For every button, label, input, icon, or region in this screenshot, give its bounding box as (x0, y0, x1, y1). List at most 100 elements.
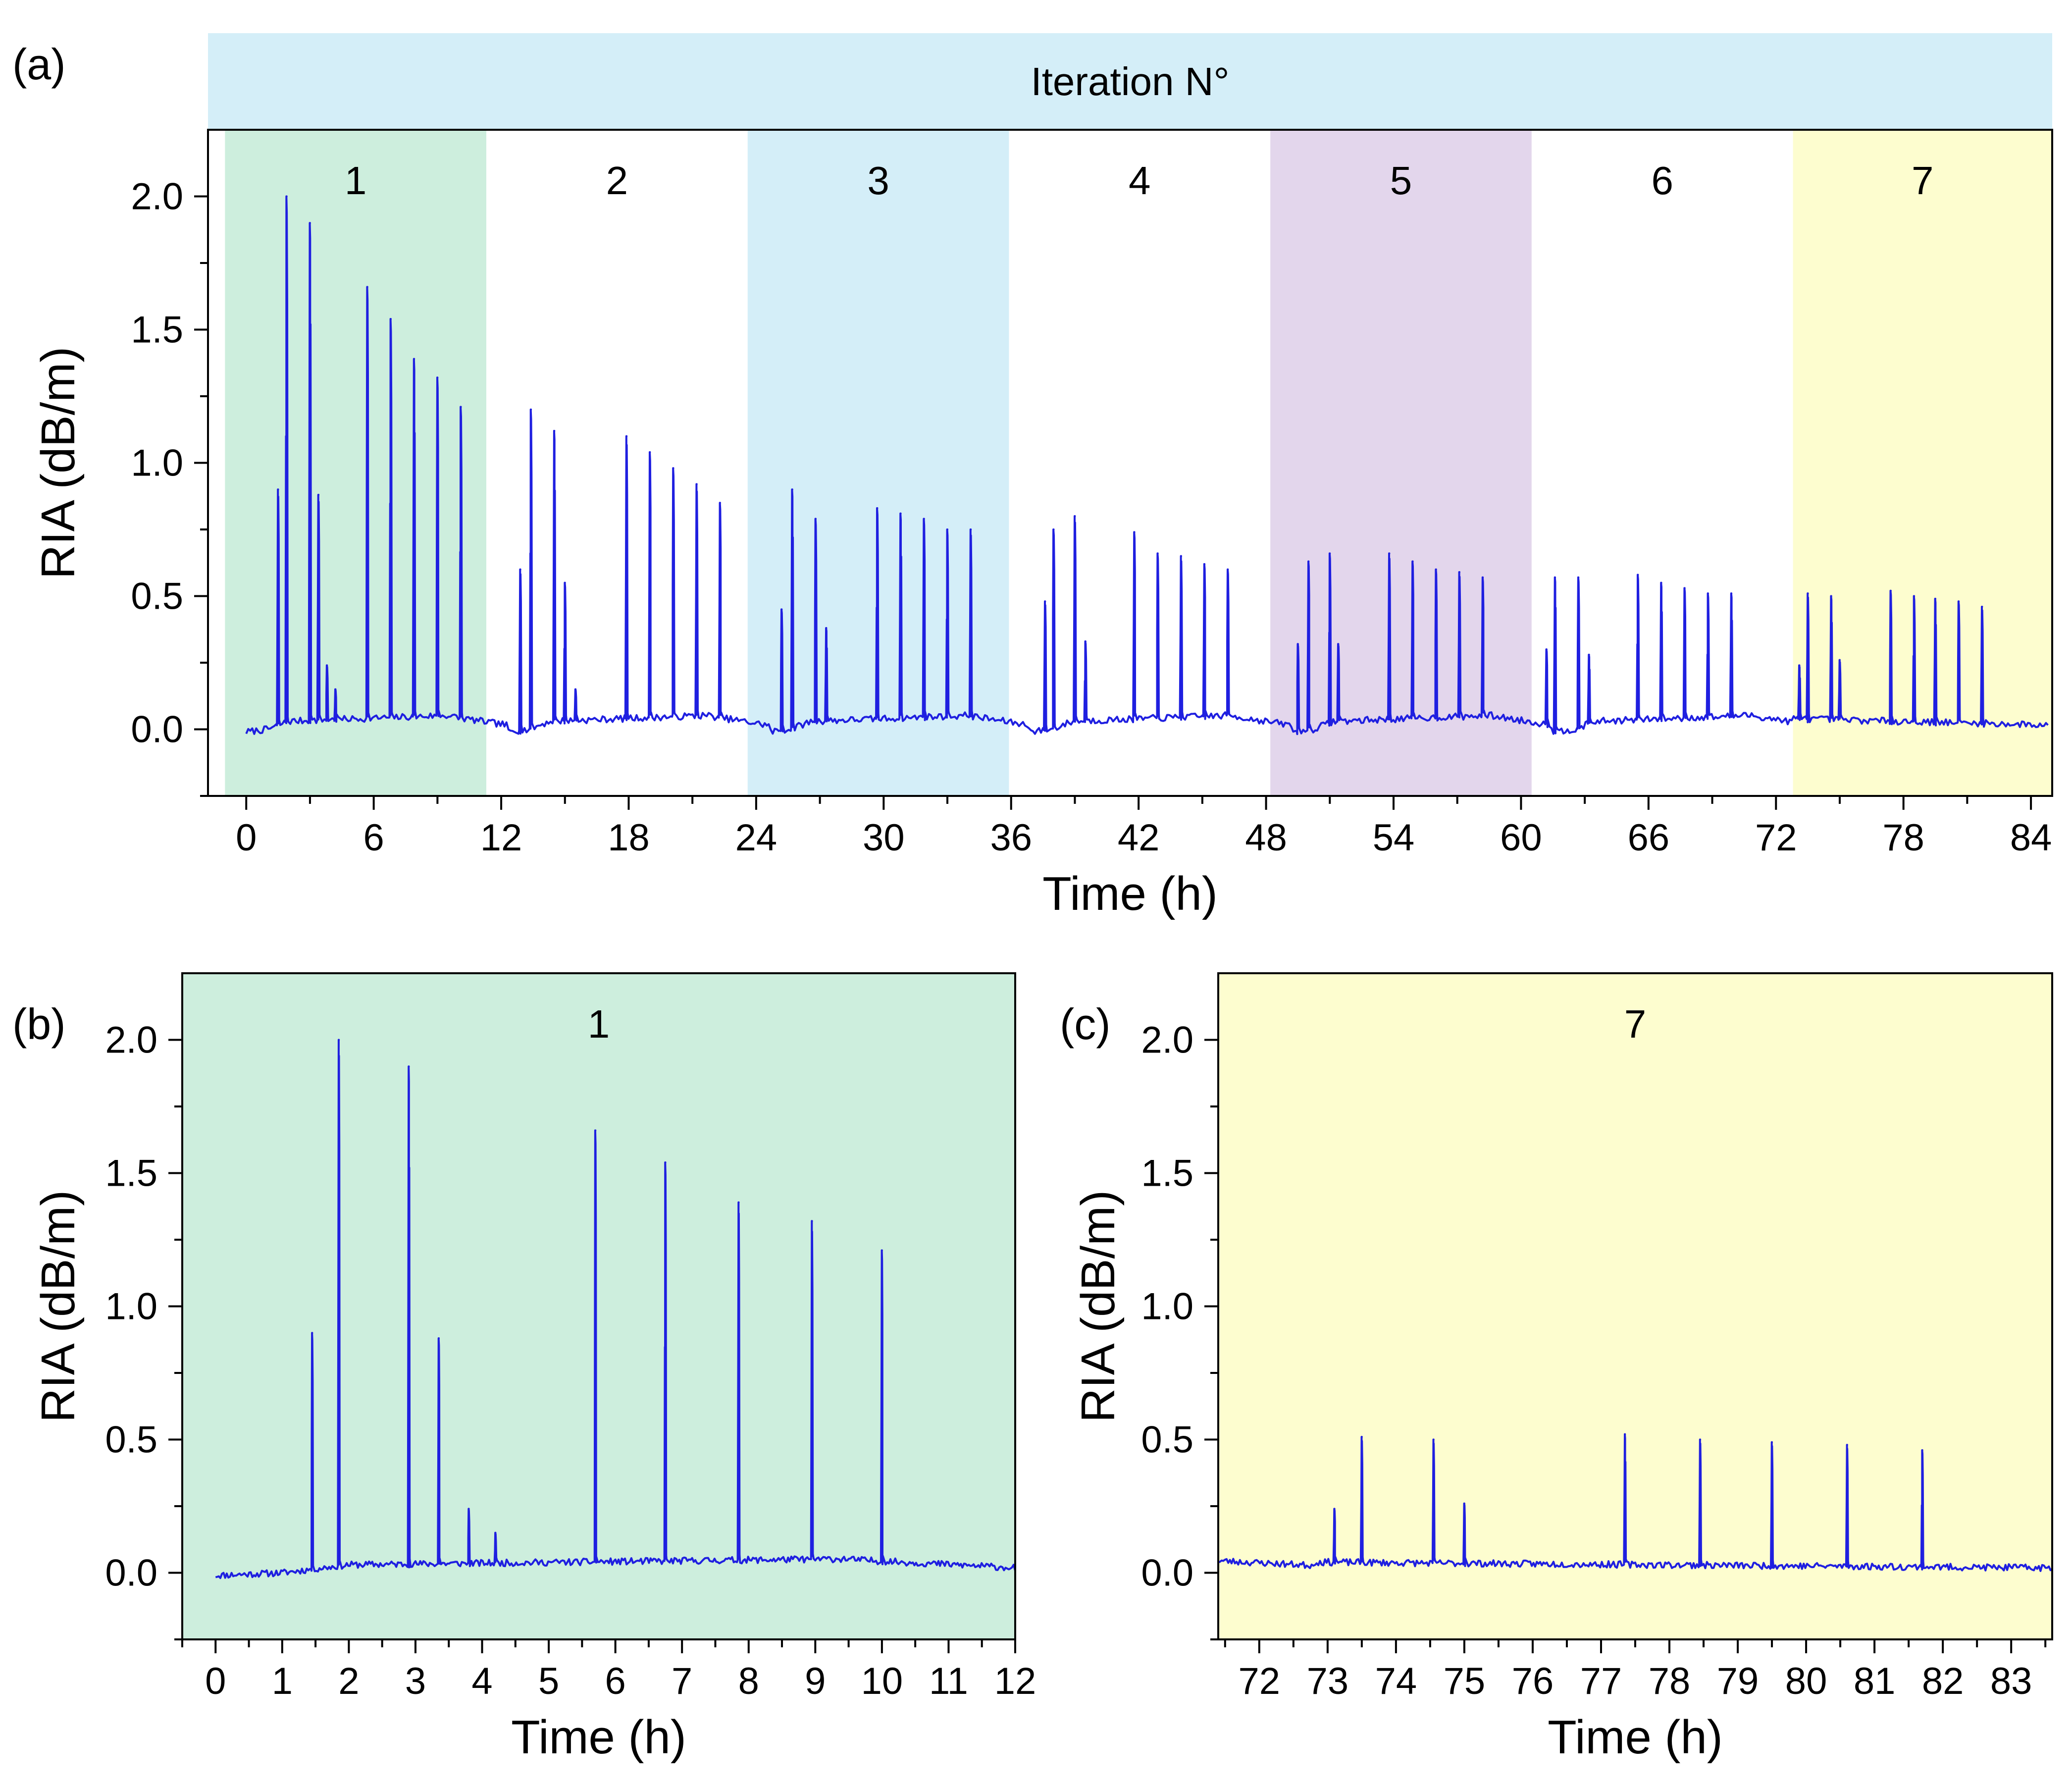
x-axis-title: Time (h) (1548, 1711, 1723, 1764)
ria-peak-point (1707, 592, 1709, 595)
x-tick-label: 73 (1307, 1660, 1349, 1702)
ria-peak-point (970, 528, 972, 530)
ria-peak-point (1156, 552, 1159, 555)
ria-peak-point (1934, 597, 1937, 600)
x-tick-label: 1 (272, 1660, 293, 1702)
y-tick-label: 0.0 (1141, 1552, 1193, 1594)
x-tick-label: 24 (735, 817, 777, 859)
ria-peak-point (366, 286, 368, 288)
iteration-band (182, 973, 1015, 1639)
iteration-label: 1 (588, 1002, 610, 1046)
ria-peak-point (899, 512, 902, 515)
iteration-header-bar (208, 33, 2052, 130)
ria-peak-point (719, 502, 721, 504)
ria-peak-point (811, 1220, 813, 1222)
ria-peak-point (1052, 528, 1055, 530)
ria-peak-point (625, 435, 628, 437)
ria-peak-point (1458, 571, 1460, 574)
chart-panel-c: 7 0.0 0.5 1.0 1.5 2.0 72 73 74 75 76 77 78 79 80 81 82 83… (1060, 972, 2053, 1764)
iteration-label-6: 6 (1651, 158, 1673, 203)
x-tick-label: 72 (1239, 1660, 1281, 1702)
ria-peak-point (1588, 653, 1590, 656)
iteration-label-3: 3 (867, 158, 889, 203)
ria-peak-point (946, 528, 949, 530)
ria-peak-point (1435, 568, 1437, 571)
ria-peak-point (389, 317, 392, 320)
x-tick-label: 18 (608, 817, 650, 859)
ria-peak-point (1180, 555, 1182, 557)
iteration-label: 7 (1624, 1002, 1647, 1046)
x-tick-label: 10 (861, 1660, 903, 1702)
iteration-label-7: 7 (1912, 158, 1934, 203)
ria-peak-point (1360, 1436, 1363, 1438)
ria-peak-point (1771, 1441, 1773, 1443)
ria-peak-point (923, 518, 925, 520)
ria-peak-point (1296, 643, 1299, 645)
ria-peak-point (1577, 576, 1580, 578)
ria-peak-point (881, 1249, 883, 1252)
ria-peak-point (664, 1161, 667, 1163)
ria-peak-point (317, 494, 320, 496)
ria-peak-point (1337, 643, 1340, 645)
iteration-band-4 (1009, 130, 1271, 796)
ria-peak-point (413, 358, 415, 360)
ria-peak-point (334, 688, 337, 690)
ria-peak-point (1545, 648, 1548, 651)
iteration-label-5: 5 (1390, 158, 1412, 203)
ria-peak-point (1798, 664, 1801, 667)
ria-peak-point (1730, 592, 1733, 595)
ria-peak-point (574, 688, 577, 690)
x-tick-label: 12 (480, 817, 522, 859)
ria-peak-point (438, 1337, 440, 1340)
x-tick-label: 72 (1755, 817, 1797, 859)
x-tick-label: 6 (605, 1660, 625, 1702)
x-tick-label: 3 (405, 1660, 426, 1702)
x-tick-label: 9 (805, 1660, 826, 1702)
ria-peak-point (1084, 640, 1087, 642)
x-tick-label: 75 (1444, 1660, 1486, 1702)
x-tick-label: 4 (471, 1660, 492, 1702)
iteration-band-2 (486, 130, 748, 796)
ria-peak-point (1889, 589, 1892, 592)
y-axis-title: RIA (dB/m) (1072, 1190, 1125, 1422)
y-tick-label: 0.5 (1141, 1419, 1193, 1461)
y-axis-title: RIA (dB/m) (32, 347, 85, 579)
ria-peak-point (1411, 560, 1414, 563)
x-tick-label: 60 (1500, 817, 1542, 859)
x-tick-label: 77 (1580, 1660, 1622, 1702)
x-tick-label: 0 (205, 1660, 226, 1702)
ria-peak-point (1044, 600, 1046, 603)
ria-peak-point (1660, 581, 1662, 584)
ria-peak-point (1227, 568, 1229, 571)
ria-peak-point (780, 608, 783, 611)
x-tick-label: 36 (990, 817, 1032, 859)
y-tick-label: 0.5 (131, 576, 183, 618)
x-tick-label: 48 (1245, 817, 1287, 859)
ria-peak-point (519, 568, 521, 571)
ria-peak-point (309, 222, 311, 224)
x-tick-label: 66 (1628, 817, 1670, 859)
ria-peak-point (1388, 552, 1391, 555)
x-axis-title: Time (h) (511, 1711, 686, 1764)
iteration-header-title: Iteration N° (1031, 59, 1229, 104)
y-axis-title: RIA (dB/m) (32, 1190, 85, 1422)
ria-peak-point (672, 467, 674, 470)
iteration-label-4: 4 (1129, 158, 1151, 203)
x-tick-label: 30 (863, 817, 905, 859)
ria-peak-point (1074, 515, 1076, 518)
ria-peak-point (815, 518, 817, 520)
y-tick-label: 1.0 (105, 1286, 157, 1328)
ria-peak-point (530, 408, 532, 411)
ria-peak-point (1981, 606, 1983, 608)
ria-peak-point (1699, 1438, 1702, 1441)
ria-peak-point (408, 1065, 410, 1068)
y-tick-label: 2.0 (131, 176, 183, 218)
y-tick-label: 1.0 (131, 442, 183, 484)
x-tick-label: 0 (236, 817, 257, 859)
y-tick-label: 0.0 (105, 1552, 157, 1594)
ria-peak-point (1846, 1444, 1848, 1446)
ria-series-line (215, 1039, 1016, 1579)
